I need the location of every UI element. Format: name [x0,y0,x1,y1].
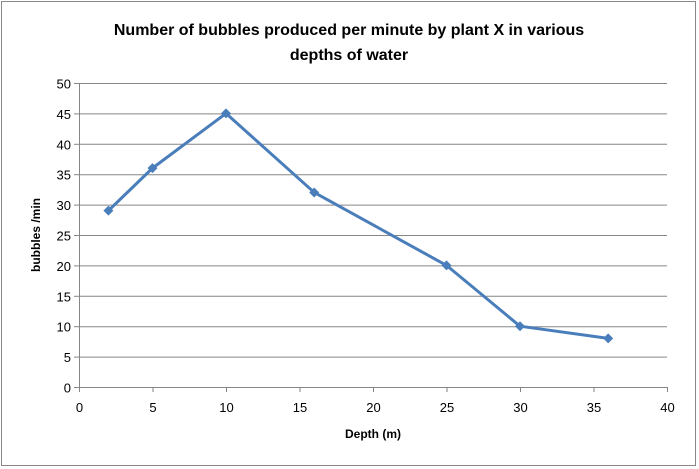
x-tick-label: 5 [149,400,156,415]
data-point-marker [515,321,525,332]
x-tick-label: 40 [660,400,674,415]
y-tick-label: 35 [57,168,71,183]
x-tick-label: 10 [219,400,233,415]
y-tick-label: 5 [64,350,71,365]
data-point-marker [221,108,231,119]
y-tick-label: 25 [57,229,71,244]
data-point-marker [147,163,158,174]
data-point-marker [309,187,320,198]
x-tick-label: 15 [293,400,307,415]
x-axis-label: Depth (m) [345,427,401,441]
y-tick-label: 20 [57,259,71,274]
y-tick-label: 50 [57,77,71,92]
y-tick-label: 45 [57,107,71,122]
y-tick-label: 40 [57,137,71,152]
x-tick-label: 20 [366,400,380,415]
data-point-marker [103,205,114,216]
data-point-marker [603,333,614,344]
y-tick-label: 0 [64,381,71,396]
y-tick-label: 15 [57,289,71,304]
data-point-marker [441,260,452,271]
x-tick-label: 0 [76,400,83,415]
y-axis-label: bubbles /min [29,198,43,272]
x-tick-label: 25 [440,400,454,415]
chart-title-line-1: Number of bubbles produced per minute by… [114,22,584,39]
y-tick-label: 30 [57,198,71,213]
y-tick-label: 10 [57,320,71,335]
chart-title-line-2: depths of water [290,47,408,64]
series-line [107,111,609,340]
x-tick-label: 35 [587,400,601,415]
x-tick-label: 30 [513,400,527,415]
